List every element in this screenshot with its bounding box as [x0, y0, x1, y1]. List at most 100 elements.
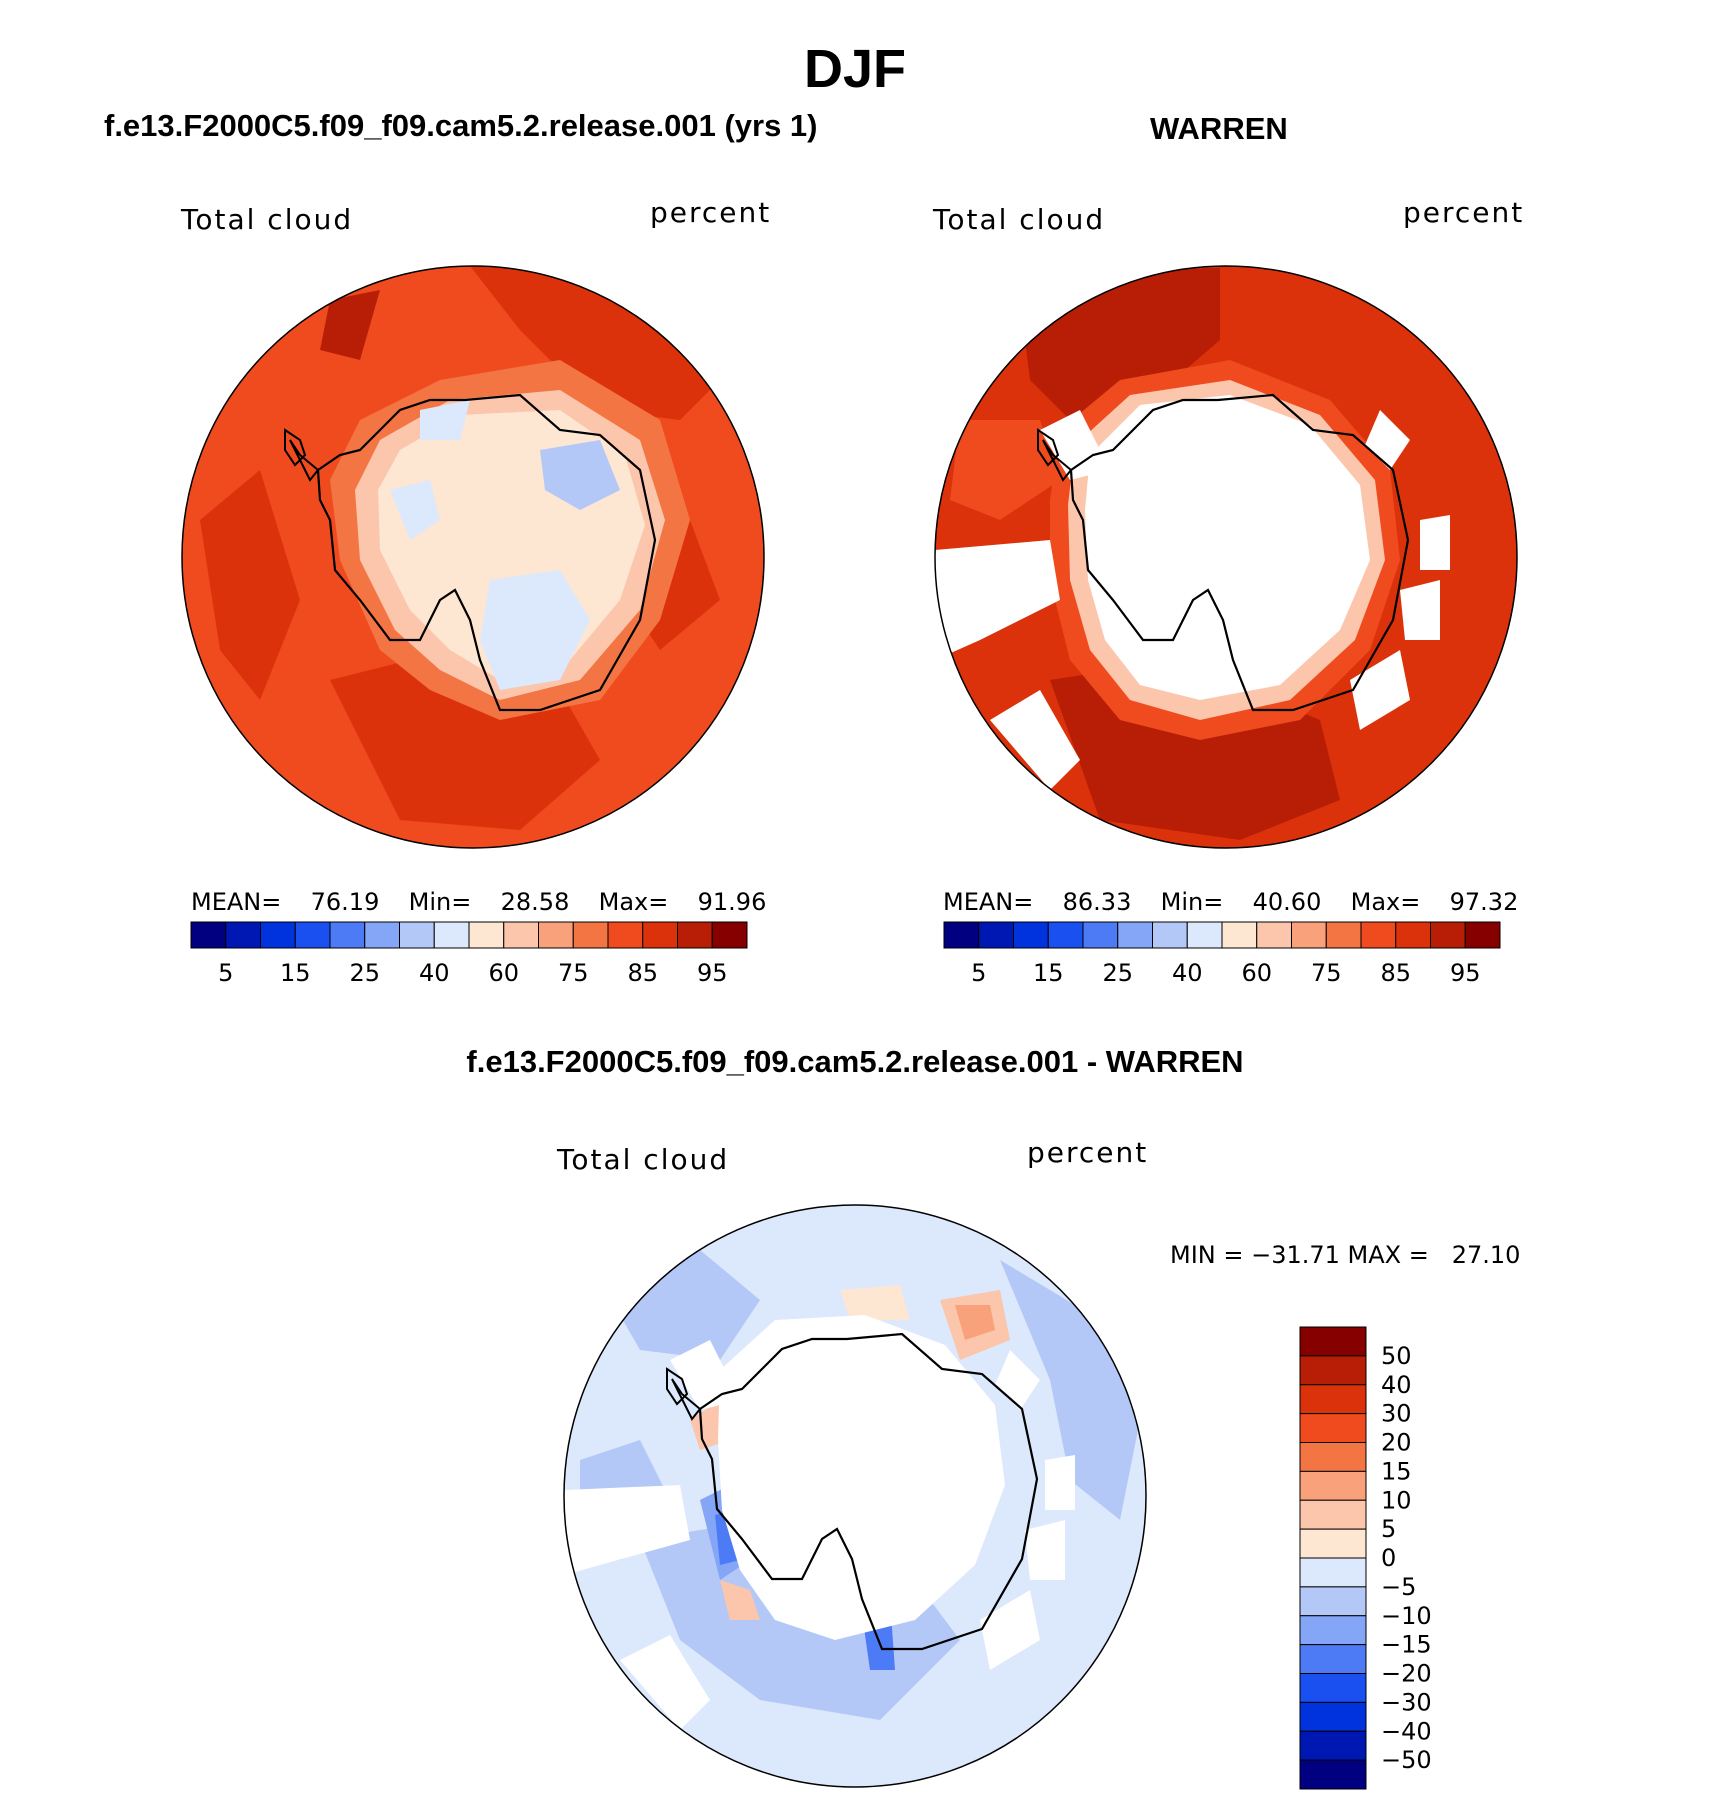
panel1-colorbar-tick-label: 95: [697, 959, 728, 987]
panel1-colorbar-swatch: [329, 921, 366, 949]
panel3-colorbar-swatch: [1299, 1442, 1367, 1472]
panel3-variable-label: Total cloud: [557, 1143, 730, 1176]
panel3-colorbar-tick-label: −10: [1381, 1602, 1432, 1630]
panel1-colorbar-tick-label: 15: [280, 959, 311, 987]
panel2-missing-region: [935, 540, 1060, 660]
panel1-colorbar-swatch: [294, 921, 331, 949]
panel2-min-label: Min=: [1160, 888, 1224, 916]
panel1-colorbar-swatch: [677, 921, 713, 949]
panel1-colorbar-swatch: [538, 921, 574, 949]
panel1-peninsula: [284, 428, 307, 467]
panel2-missing-region: [1400, 580, 1440, 640]
panel3-colorbar-swatch: [1299, 1673, 1367, 1703]
panel3-field-band: [955, 1305, 995, 1340]
panel2-map: [934, 265, 1518, 849]
panel2-stats: MEAN= 86.33 Min= 40.60 Max= 97.32: [943, 888, 1518, 916]
panel1-colorbar-swatch: [260, 921, 296, 949]
panel1-field-band: [320, 290, 380, 360]
panel2-colorbar-swatch: [1047, 921, 1084, 949]
panel2-colorbar-swatch: [1221, 921, 1258, 949]
panel2-units-label: percent: [1403, 196, 1525, 229]
panel3-field-band: [1000, 1260, 1140, 1520]
panel1-min-value: 28.58: [500, 888, 570, 916]
panel1-field-band: [540, 440, 620, 510]
panel2-colorbar-swatch: [1360, 921, 1397, 949]
panel2-colorbar-swatch: [1430, 921, 1466, 949]
panel1-variable-label: Total cloud: [181, 203, 354, 236]
panel1-max-value: 91.96: [697, 888, 767, 916]
panel2-colorbar-tick-label: 75: [1311, 959, 1342, 987]
panel1-colorbar-tick-label: 25: [349, 959, 380, 987]
panel3-field-band: [840, 1285, 910, 1320]
panel3-missing-region: [980, 1590, 1040, 1670]
panel3-colorbar-tick-label: −40: [1381, 1717, 1432, 1745]
case1-title: f.e13.F2000C5.f09_f09.cam5.2.release.001…: [104, 108, 818, 143]
panel3-colorbar-swatch: [1299, 1644, 1367, 1674]
panel3-colorbar-swatch: [1299, 1615, 1367, 1646]
panel3-colorbar-swatch: [1299, 1326, 1367, 1357]
panel2-colorbar-swatch: [1117, 921, 1153, 949]
panel2-colorbar-swatch: [1395, 921, 1431, 949]
panel2-missing-region: [1040, 410, 1110, 480]
panel2-missing-region: [1350, 650, 1410, 730]
panel3-colorbar-tick-label: 40: [1381, 1371, 1412, 1399]
panel1-colorbar-tick-label: 5: [218, 959, 233, 987]
panel2-max-label: Max=: [1350, 888, 1421, 916]
panel3-colorbar-tick-label: 20: [1381, 1429, 1412, 1457]
panel3-coastline: [698, 1332, 1039, 1651]
panel3-colorbar-swatch: [1299, 1355, 1367, 1386]
panel1-colorbar-tick-label: 60: [488, 959, 519, 987]
panel2-colorbar-tick-label: 60: [1241, 959, 1272, 987]
panel3-colorbar-tick-label: 50: [1381, 1342, 1412, 1370]
panel3-field-band: [720, 1580, 760, 1620]
panel3-peninsula: [666, 1367, 689, 1406]
panel2-colorbar-swatch: [1013, 921, 1049, 949]
panel3-colorbar-tick-label: 30: [1381, 1400, 1412, 1428]
panel2-missing-region: [990, 690, 1080, 790]
panel1-colorbar-swatch: [225, 921, 261, 949]
panel1-colorbar-swatch: [399, 921, 435, 949]
panel2-colorbar-tick-label: 40: [1172, 959, 1203, 987]
panel1-colorbar-swatch: [190, 921, 227, 949]
panel2-min-value: 40.60: [1252, 888, 1322, 916]
panel1-colorbar-swatch: [642, 921, 678, 949]
panel3-colorbar-swatch: [1299, 1759, 1367, 1790]
panel3-missing-region: [1045, 1455, 1075, 1510]
panel2-colorbar-tick-label: 25: [1102, 959, 1133, 987]
panel3-missing-region: [620, 1635, 710, 1730]
panel1-field-band: [390, 480, 440, 540]
panel1-colorbar-swatch: [607, 921, 644, 949]
panel2-colorbar-tick-label: 85: [1380, 959, 1411, 987]
panel3-colorbar-tick-label: 15: [1381, 1457, 1412, 1485]
panel2-colorbar-tick-label: 5: [971, 959, 986, 987]
panel1-colorbar-tick-label: 85: [627, 959, 658, 987]
panel2-colorbar-swatch: [1152, 921, 1188, 949]
panel3-colorbar-swatch: [1299, 1586, 1367, 1617]
panel1-map: [181, 265, 765, 849]
panel1-colorbar-swatch: [468, 921, 505, 949]
panel3-colorbar-tick-label: −15: [1381, 1631, 1432, 1659]
panel2-colorbar-swatch: [1256, 921, 1292, 949]
panel2-mean-label: MEAN=: [943, 888, 1034, 916]
panel3-colorbar-tick-label: 5: [1381, 1515, 1396, 1543]
panel2-mean-value: 86.33: [1062, 888, 1132, 916]
panel1-coastline: [316, 393, 657, 712]
panel1-colorbar-swatch: [572, 921, 609, 949]
panel2-colorbar-swatch: [1325, 921, 1362, 949]
panel3-missing-region: [1025, 1520, 1065, 1580]
panel1-max-label: Max=: [598, 888, 669, 916]
main-title: DJF: [803, 39, 906, 99]
panel1-colorbar-swatch: [364, 921, 400, 949]
panel1-stats: MEAN= 76.19 Min= 28.58 Max= 91.96: [191, 888, 766, 916]
panel1-min-label: Min=: [408, 888, 472, 916]
panel1-colorbar-swatch: [503, 921, 539, 949]
panel3-colorbar-tick-label: −20: [1381, 1660, 1432, 1688]
panel2-field-band: [950, 420, 1060, 520]
panel2-colorbar-swatch: [1186, 921, 1223, 949]
diff-title: f.e13.F2000C5.f09_f09.cam5.2.release.001…: [466, 1044, 1244, 1079]
panel3-colorbar-swatch: [1299, 1413, 1367, 1443]
panel3-colorbar-swatch: [1299, 1470, 1367, 1501]
panel2-coastline: [1069, 393, 1410, 712]
